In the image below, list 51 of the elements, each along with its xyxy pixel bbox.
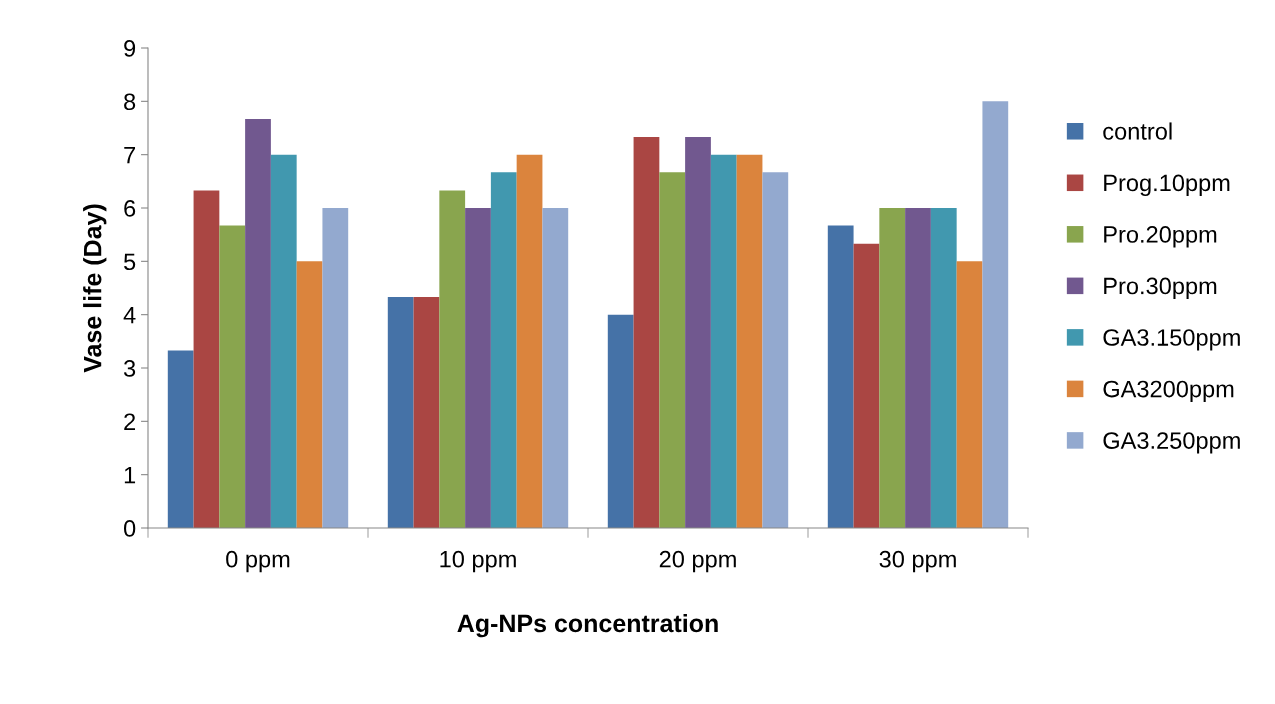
bar (387, 297, 414, 528)
bar (930, 208, 957, 528)
bar (607, 314, 634, 528)
bar (490, 172, 517, 528)
bar (219, 225, 246, 528)
bar (827, 225, 854, 528)
bar (193, 190, 220, 528)
x-tick-label: 0 ppm (226, 550, 290, 573)
legend-label: Pro.30ppm (1104, 277, 1217, 299)
bar (685, 137, 711, 528)
y-tick-label: 3 (123, 360, 136, 377)
x-tick-label: 20 ppm (659, 550, 736, 573)
bar (879, 208, 906, 528)
y-tick-label: 8 (124, 93, 136, 111)
legend-label: GA3200ppm (1103, 380, 1234, 403)
bar (659, 172, 686, 528)
bar (982, 101, 1009, 528)
bar (736, 154, 763, 528)
x-tick-label: 30 ppm (879, 550, 956, 573)
bar (762, 172, 789, 528)
y-tick-label: 4 (123, 306, 136, 324)
x-tick-label: 10 ppm (440, 550, 516, 573)
x-axis-title: Ag-NPs concentration (457, 613, 718, 638)
bar (296, 261, 323, 528)
bar (322, 208, 349, 528)
bar (516, 154, 543, 528)
legend-label: GA3.150ppm (1103, 329, 1240, 351)
bar (245, 118, 271, 528)
y-tick-label: 1 (124, 466, 136, 484)
bar (633, 137, 660, 528)
legend-label: control (1103, 122, 1172, 140)
bar (167, 350, 194, 528)
bar (710, 154, 737, 528)
bar (956, 261, 983, 528)
bar (413, 297, 440, 528)
bar (439, 190, 466, 528)
bar (270, 154, 297, 528)
y-tick-label: 6 (124, 200, 136, 217)
bar (853, 243, 880, 528)
y-tick-label: 2 (124, 413, 136, 430)
y-tick-label: 0 (123, 520, 136, 537)
bar (465, 208, 491, 528)
legend-label: Prog.10ppm (1104, 174, 1230, 196)
legend-label: GA3.250ppm (1103, 432, 1240, 454)
bar (542, 208, 569, 528)
legend-label: Pro.20ppm (1104, 226, 1217, 248)
y-tick-label: 9 (124, 40, 136, 57)
y-axis-title: Vase life (Day) (83, 204, 107, 373)
y-tick-label: 7 (124, 146, 136, 164)
y-tick-label: 5 (124, 253, 136, 271)
bar (905, 208, 931, 528)
